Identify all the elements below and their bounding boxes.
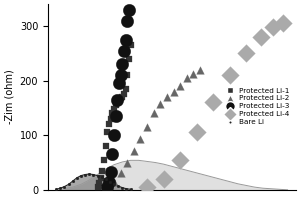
Protected Li-2	[105, 186, 110, 189]
Bare Li	[58, 187, 63, 190]
Protected Li-3	[108, 171, 113, 174]
Protected Li-2	[131, 149, 136, 152]
Protected Li-1	[108, 117, 113, 120]
Protected Li-1	[97, 182, 102, 185]
Protected Li-4	[281, 22, 286, 25]
Protected Li-1	[115, 101, 120, 104]
Protected Li-3	[107, 180, 112, 183]
Protected Li-4	[270, 26, 275, 29]
Protected Li-1	[123, 87, 128, 90]
Bare Li	[95, 174, 100, 177]
Protected Li-2	[151, 112, 156, 115]
Bare Li	[87, 172, 92, 176]
Protected Li-1	[110, 112, 115, 115]
Protected Li-4	[211, 101, 216, 104]
Bare Li	[99, 176, 104, 179]
Protected Li-4	[259, 35, 263, 39]
Bare Li	[79, 174, 83, 177]
Protected Li-3	[118, 74, 123, 77]
Protected Li-3	[105, 186, 110, 189]
Protected Li-2	[184, 76, 189, 79]
Protected Li-3	[127, 8, 131, 11]
Protected Li-1	[95, 186, 100, 189]
Protected Li-1	[127, 57, 131, 60]
Bare Li	[124, 187, 129, 190]
Bare Li	[116, 184, 121, 188]
Protected Li-1	[112, 107, 116, 111]
Protected Li-2	[158, 102, 163, 105]
Bare Li	[66, 183, 71, 186]
Bare Li	[91, 173, 96, 176]
Protected Li-4	[145, 186, 149, 189]
Bare Li	[54, 188, 58, 191]
Protected Li-1	[105, 131, 110, 134]
Protected Li-2	[118, 172, 123, 175]
Protected Li-1	[120, 95, 125, 99]
Protected Li-4	[178, 158, 183, 161]
Protected Li-2	[138, 137, 143, 141]
Bare Li	[103, 178, 108, 181]
Protected Li-1	[125, 74, 130, 77]
Protected Li-2	[112, 180, 116, 183]
Protected Li-3	[115, 98, 120, 101]
Y-axis label: -Zim (ohm): -Zim (ohm)	[4, 70, 14, 124]
Bare Li	[112, 182, 116, 185]
Protected Li-3	[113, 115, 118, 118]
Bare Li	[120, 186, 125, 189]
Protected Li-1	[102, 158, 106, 161]
Protected Li-2	[125, 161, 130, 164]
Protected Li-3	[122, 49, 126, 52]
Bare Li	[74, 176, 79, 179]
Legend: Protected Li-1, Protected Li-2, Protected Li-3, Protected Li-4, Bare Li: Protected Li-1, Protected Li-2, Protecte…	[220, 85, 292, 128]
Protected Li-2	[191, 72, 196, 76]
Protected Li-1	[98, 176, 103, 179]
Protected Li-3	[125, 19, 130, 22]
Protected Li-1	[118, 96, 123, 100]
Bare Li	[83, 173, 88, 176]
Protected Li-1	[117, 98, 122, 101]
Bare Li	[128, 188, 133, 191]
Protected Li-1	[107, 123, 112, 126]
Protected Li-2	[145, 125, 149, 129]
Protected Li-3	[120, 63, 125, 66]
Protected Li-1	[122, 93, 126, 96]
Protected Li-1	[100, 169, 105, 172]
Protected Li-3	[123, 38, 128, 41]
Protected Li-3	[117, 82, 122, 85]
Protected Li-4	[161, 177, 166, 181]
Protected Li-4	[227, 74, 232, 77]
Protected Li-3	[110, 153, 115, 156]
Protected Li-2	[171, 90, 176, 93]
Bare Li	[62, 185, 67, 188]
Protected Li-2	[178, 84, 183, 88]
Protected Li-4	[244, 52, 249, 55]
Protected Li-1	[128, 44, 133, 47]
Bare Li	[70, 179, 75, 183]
Protected Li-1	[113, 104, 118, 107]
Protected Li-2	[164, 95, 169, 99]
Protected Li-3	[112, 134, 116, 137]
Protected Li-4	[194, 131, 199, 134]
Protected Li-1	[103, 145, 108, 148]
Bare Li	[107, 180, 112, 183]
Protected Li-2	[198, 68, 203, 71]
